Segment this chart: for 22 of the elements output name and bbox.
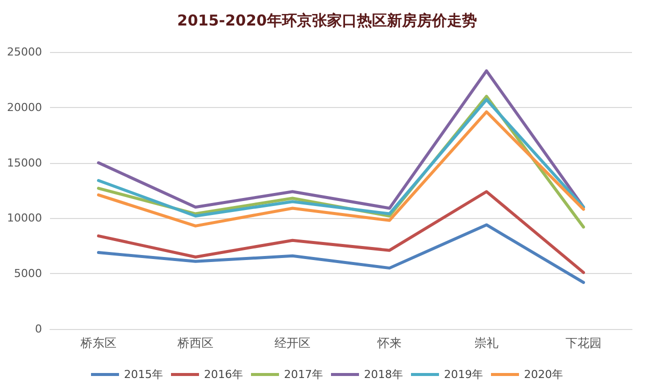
y-tick-label: 20000: [7, 100, 42, 114]
y-tick-label: 10000: [7, 212, 42, 225]
x-tick-label: 下花园: [566, 336, 602, 350]
chart-title: 2015-2020年环京张家口热区新房房价走势: [177, 12, 477, 30]
y-tick-label: 5000: [14, 267, 42, 280]
line-series: [97, 190, 585, 274]
legend-label: 2017年: [284, 368, 324, 381]
x-tick-label: 桥东区: [80, 336, 116, 350]
x-tick-label: 崇礼: [474, 336, 498, 350]
line-series: [97, 69, 585, 210]
x-tick-label: 桥西区: [176, 336, 214, 350]
legend-label: 2020年: [524, 368, 563, 381]
y-tick-label: 0: [35, 322, 42, 336]
legend-label: 2019年: [444, 368, 483, 381]
y-tick-label: 15000: [7, 156, 42, 170]
legend-label: 2018年: [364, 368, 403, 381]
y-tick-label: 25000: [7, 46, 42, 58]
x-tick-label: 怀来: [376, 336, 402, 350]
legend-label: 2015年: [124, 368, 164, 381]
x-tick-label: 经开区: [274, 336, 310, 350]
line-series: [97, 223, 585, 284]
legend-label: 2016年: [204, 368, 244, 381]
